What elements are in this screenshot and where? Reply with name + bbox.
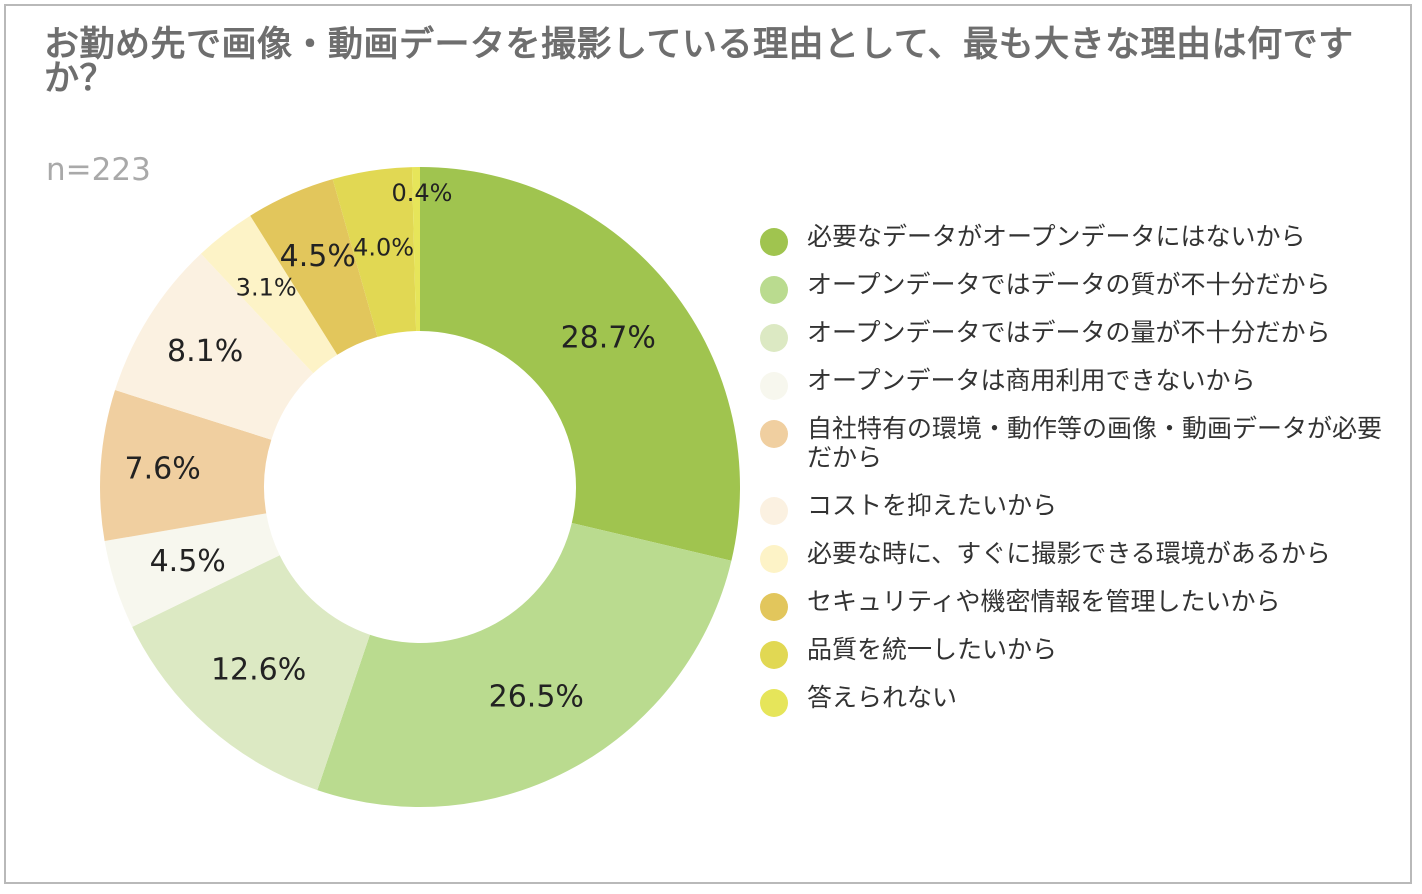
legend-swatch — [760, 228, 788, 256]
legend-swatch — [760, 372, 788, 400]
donut-chart: 28.7%26.5%12.6%4.5%7.6%8.1%3.1%4.5%4.0%0… — [99, 167, 740, 807]
legend-item: 必要な時に、すぐに撮影できる環境があるから — [760, 539, 1400, 573]
legend-swatch — [760, 497, 788, 525]
donut-slice — [104, 513, 280, 627]
legend-item: セキュリティや機密情報を管理したいから — [760, 587, 1400, 621]
legend-label: コストを抑えたいから — [807, 491, 1058, 520]
legend-item: 必要なデータがオープンデータにはないから — [760, 222, 1400, 256]
legend-label: オープンデータではデータの量が不十分だから — [807, 318, 1331, 347]
legend-item: コストを抑えたいから — [760, 491, 1400, 525]
sample-size-label: n=223 — [46, 152, 151, 188]
legend-swatch — [760, 420, 788, 448]
legend-item: オープンデータではデータの量が不十分だから — [760, 318, 1400, 352]
legend: 必要なデータがオープンデータにはないから オープンデータではデータの質が不十分だ… — [760, 222, 1400, 731]
legend-item: 自社特有の環境・動作等の画像・動画データが必要だから — [760, 414, 1400, 472]
donut-slice — [99, 390, 272, 542]
legend-item: 答えられない — [760, 683, 1400, 717]
legend-swatch — [760, 689, 788, 717]
slice-data-label: 7.6% — [125, 452, 201, 487]
donut-slice — [332, 167, 417, 337]
legend-swatch — [760, 545, 788, 573]
chart-title: お勤め先で画像・動画データを撮影している理由として、最も大きな理由は何ですか？ — [44, 25, 1354, 99]
legend-label: オープンデータは商用利用できないから — [807, 366, 1256, 395]
legend-swatch — [760, 324, 788, 352]
slice-data-label: 3.1% — [236, 273, 297, 301]
legend-label: 自社特有の環境・動作等の画像・動画データが必要だから — [807, 414, 1383, 472]
legend-label: 品質を統一したいから — [807, 635, 1058, 664]
legend-label: 必要な時に、すぐに撮影できる環境があるから — [807, 539, 1331, 568]
legend-swatch — [760, 276, 788, 304]
donut-slice — [250, 179, 378, 355]
slice-data-label: 28.7% — [561, 321, 656, 356]
slice-data-label: 4.5% — [150, 544, 226, 579]
legend-swatch — [760, 641, 788, 669]
slice-data-label: 0.4% — [392, 179, 453, 207]
slice-data-label: 8.1% — [167, 334, 243, 369]
slice-data-label: 4.0% — [353, 234, 414, 262]
legend-label: セキュリティや機密情報を管理したいから — [807, 587, 1281, 616]
legend-item: 品質を統一したいから — [760, 635, 1400, 669]
donut-slice — [411, 167, 420, 332]
legend-item: オープンデータではデータの質が不十分だから — [760, 270, 1400, 304]
slice-data-label: 26.5% — [489, 679, 584, 714]
donut-slice — [132, 555, 370, 791]
legend-item: オープンデータは商用利用できないから — [760, 366, 1400, 400]
legend-label: 必要なデータがオープンデータにはないから — [807, 222, 1306, 251]
donut-slice — [115, 253, 314, 440]
legend-label: 答えられない — [807, 683, 958, 712]
legend-label: オープンデータではデータの質が不十分だから — [807, 270, 1331, 299]
legend-swatch — [760, 593, 788, 621]
donut-slice — [317, 522, 732, 807]
slice-data-label: 4.5% — [280, 239, 356, 274]
donut-slice — [420, 167, 740, 561]
slice-data-label: 12.6% — [211, 653, 306, 688]
donut-slice — [200, 215, 338, 374]
